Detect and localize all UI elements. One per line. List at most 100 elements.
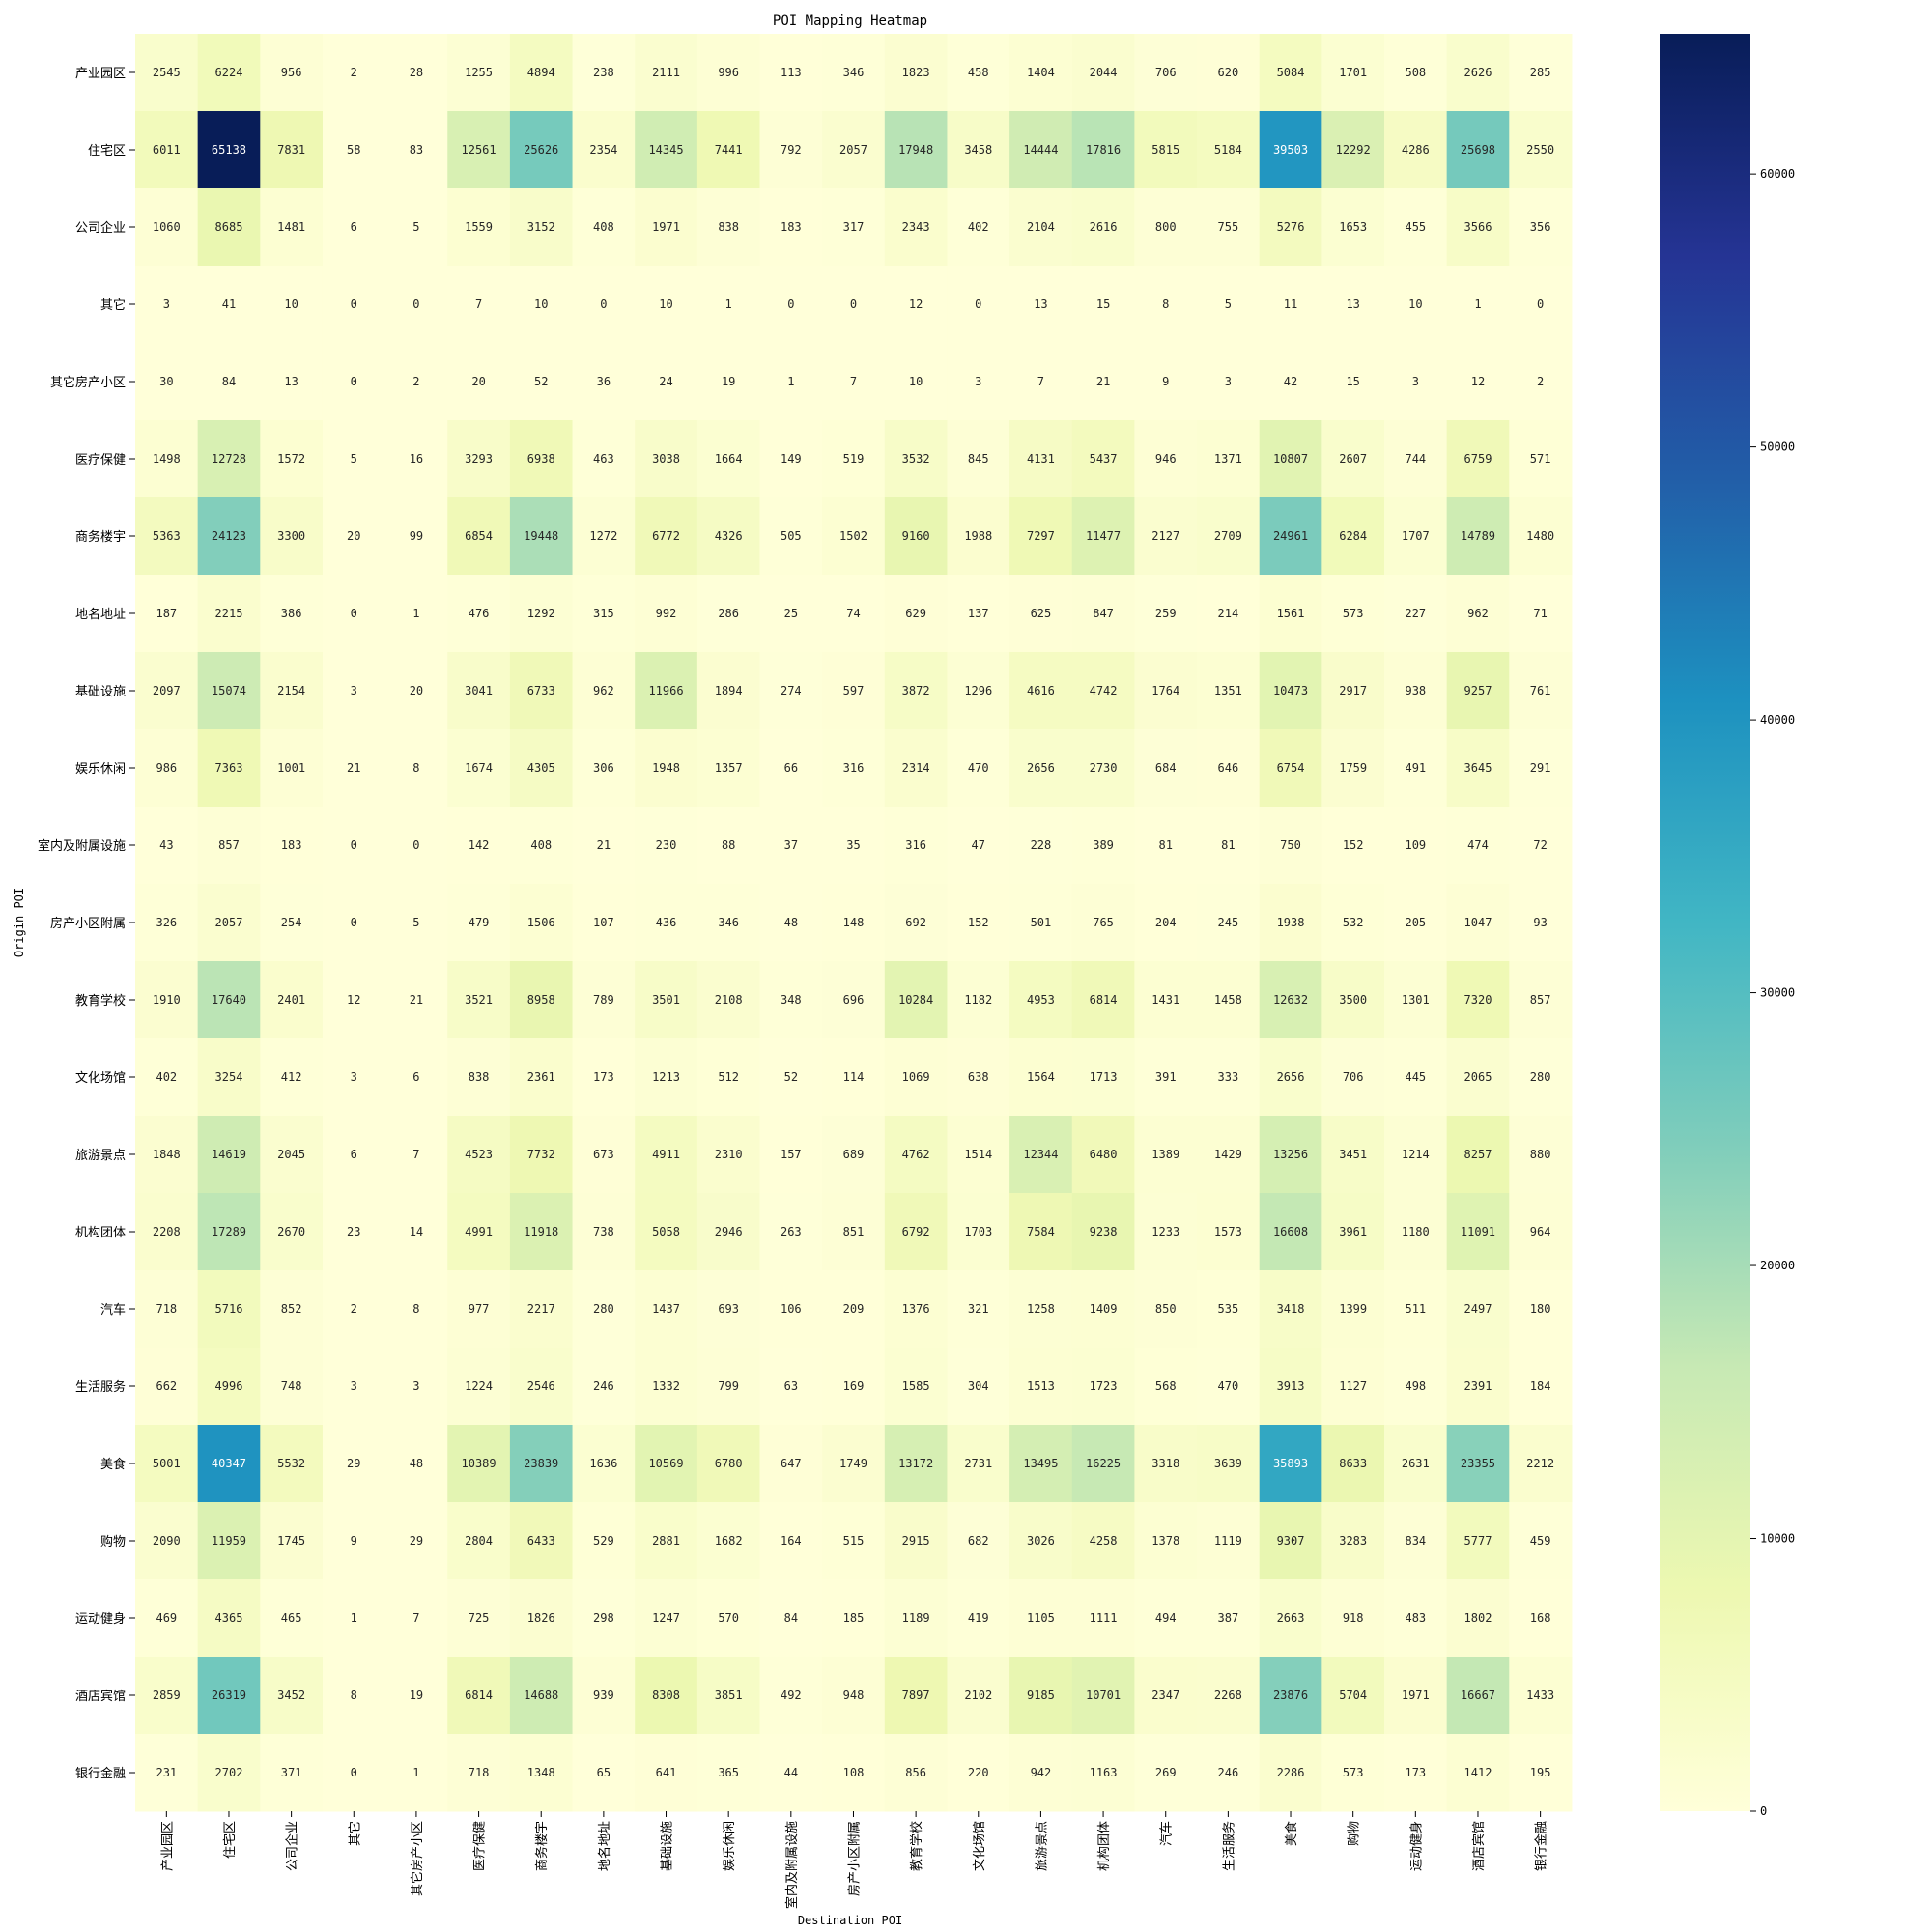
cell-value-label: 1: [412, 1766, 419, 1779]
heatmap-cell: [322, 1579, 386, 1658]
heatmap-cell: [260, 1425, 324, 1503]
cell-value-label: 48: [784, 916, 798, 929]
heatmap-cell: [509, 1579, 574, 1658]
cell-value-label: 187: [156, 607, 177, 620]
y-tick-label: 机构团体: [75, 1226, 126, 1240]
colorbar-tick-label: 30000: [1760, 986, 1795, 1000]
y-axis-ticks: 产业园区住宅区公司企业其它其它房产小区医疗保健商务楼宇地名地址基础设施娱乐休闲室…: [38, 67, 135, 1781]
heatmap-cell: [260, 1193, 324, 1271]
cell-value-label: 402: [968, 220, 989, 234]
cell-value-label: 6814: [465, 1689, 493, 1702]
cell-value-label: 3521: [465, 993, 493, 1007]
cell-value-label: 402: [156, 1070, 177, 1084]
heatmap-cell: [572, 266, 636, 344]
heatmap-cell: [1071, 729, 1135, 808]
heatmap-cell: [884, 729, 948, 808]
heatmap-cell: [384, 1116, 448, 1194]
cell-value-label: 470: [1218, 1379, 1239, 1393]
heatmap-cell: [447, 1270, 511, 1349]
cell-value-label: 1292: [527, 607, 555, 620]
heatmap-cell: [322, 1734, 386, 1812]
cell-value-label: 1564: [1027, 1070, 1055, 1084]
heatmap-cell: [1321, 652, 1385, 730]
heatmap-cell: [509, 1657, 574, 1735]
cell-value-label: 834: [1405, 1534, 1426, 1548]
heatmap-cell: [1197, 1270, 1261, 1349]
heatmap-cell: [135, 497, 199, 576]
heatmap-cell: [509, 266, 574, 344]
cell-value-label: 684: [1155, 761, 1177, 775]
chart-title: POI Mapping Heatmap: [773, 14, 927, 29]
heatmap-cell: [197, 497, 261, 576]
cell-value-label: 755: [1218, 220, 1239, 234]
cell-value-label: 2347: [1151, 1689, 1179, 1702]
heatmap-cell: [759, 1193, 823, 1271]
heatmap-cell: [322, 961, 386, 1039]
heatmap-cell: [1071, 497, 1135, 576]
cell-value-label: 2731: [964, 1457, 992, 1470]
cell-value-label: 4326: [715, 529, 743, 543]
cell-value-label: 0: [600, 298, 607, 311]
x-tick-label: 旅游景点: [1035, 1821, 1049, 1871]
heatmap-cell: [260, 497, 324, 576]
cell-value-label: 948: [843, 1689, 865, 1702]
cell-value-label: 5276: [1277, 220, 1305, 234]
heatmap-cell: [1009, 1657, 1073, 1735]
cell-value-label: 29: [410, 1534, 423, 1548]
cell-value-label: 21: [347, 761, 360, 775]
heatmap-cell: [1509, 188, 1573, 267]
cell-value-label: 9: [1162, 375, 1169, 388]
heatmap-cell: [322, 1038, 386, 1117]
heatmap-cell: [1509, 652, 1573, 730]
cell-value-label: 725: [469, 1611, 490, 1625]
heatmap-cell: [1509, 807, 1573, 885]
heatmap-cell: [572, 1193, 636, 1271]
cell-value-label: 1389: [1151, 1148, 1179, 1161]
cell-value-label: 5: [412, 220, 419, 234]
cell-value-label: 1233: [1151, 1225, 1179, 1238]
cell-value-label: 7: [1037, 375, 1044, 388]
cell-value-label: 2215: [215, 607, 243, 620]
cell-value-label: 326: [156, 916, 177, 929]
cell-value-label: 1: [1474, 298, 1481, 311]
cell-value-label: 662: [156, 1379, 177, 1393]
cell-value-label: 2545: [153, 66, 181, 79]
cell-value-label: 4258: [1090, 1534, 1118, 1548]
cell-value-label: 2881: [652, 1534, 680, 1548]
cell-value-label: 228: [1031, 838, 1052, 852]
cell-value-label: 1111: [1090, 1611, 1118, 1625]
heatmap-cell: [1134, 420, 1198, 498]
heatmap-cell: [884, 188, 948, 267]
y-tick-label: 其它房产小区: [50, 375, 126, 390]
x-tick-label: 娱乐休闲: [723, 1821, 737, 1871]
heatmap-cell: [260, 807, 324, 885]
heatmap-cell: [759, 420, 823, 498]
cell-value-label: 13: [1346, 298, 1359, 311]
heatmap-cell: [1509, 729, 1573, 808]
x-axis-label: Destination POI: [798, 1914, 902, 1927]
heatmap-cell: [1071, 1734, 1135, 1812]
cell-value-label: 0: [351, 916, 357, 929]
heatmap-cell: [1071, 575, 1135, 653]
cell-value-label: 7897: [902, 1689, 930, 1702]
cell-value-label: 4742: [1090, 684, 1118, 697]
heatmap-cell: [759, 343, 823, 421]
heatmap-cell: [635, 497, 698, 576]
cell-value-label: 1458: [1214, 993, 1242, 1007]
heatmap-cell: [1071, 1193, 1135, 1271]
heatmap-cell: [1071, 1579, 1135, 1658]
heatmap-cell: [260, 111, 324, 189]
heatmap-cell: [822, 34, 886, 112]
cell-value-label: 10473: [1273, 684, 1308, 697]
heatmap-cell: [197, 1579, 261, 1658]
cell-value-label: 389: [1093, 838, 1114, 852]
cell-value-label: 17640: [212, 993, 246, 1007]
x-axis-ticks: 产业园区 住宅区 公司企业 其它 其它房产小区 医疗保健 商务楼宇 地名地址 基础设施 娱乐休闲 室…: [160, 1811, 1549, 1909]
heatmap-cell: [1446, 1425, 1510, 1503]
colorbar-ticks: 0 10000 20000 30000 40000 50000 60000: [1750, 167, 1795, 1818]
cell-value-label: 1559: [465, 220, 493, 234]
cell-value-label: 8: [351, 1689, 357, 1702]
cell-value-label: 29: [347, 1457, 360, 1470]
heatmap-cell: [696, 1425, 760, 1503]
heatmap-cell: [1321, 420, 1385, 498]
